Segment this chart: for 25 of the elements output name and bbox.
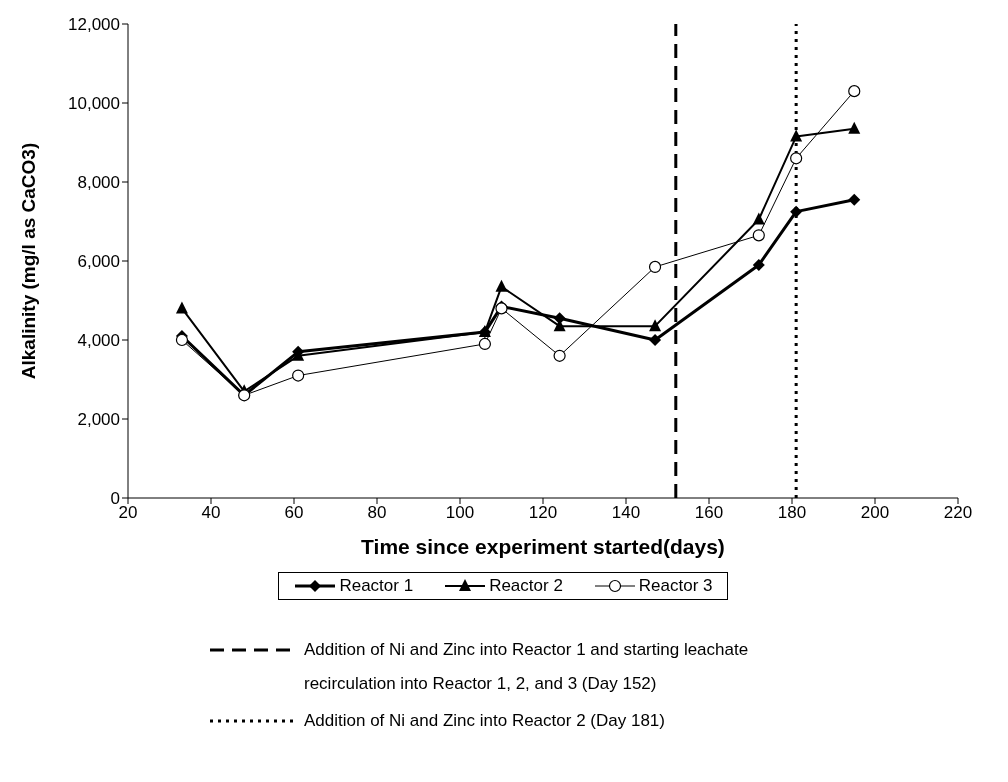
legend-label: Reactor 2 (489, 576, 563, 596)
x-tick-label: 180 (777, 503, 807, 523)
legend-label: Reactor 1 (339, 576, 414, 596)
legend-label: Reactor 3 (638, 576, 713, 596)
y-tick-label: 2,000 (77, 410, 120, 430)
y-tick-label: 4,000 (77, 331, 120, 351)
x-tick-label: 60 (284, 503, 304, 523)
y-tick-label: 10,000 (68, 94, 120, 114)
legend-label: Addition of Ni and Zinc into Reactor 2 (Day 181) (304, 710, 666, 732)
x-tick-label: 80 (367, 503, 387, 523)
x-tick-label: 40 (201, 503, 221, 523)
x-axis-title: Time since experiment started(days) (361, 535, 725, 558)
x-tick-label: 100 (445, 503, 475, 523)
y-axis-title: Alkalinity (mg/l as CaCO3) (17, 142, 39, 380)
x-tick-label: 20 (118, 503, 138, 523)
x-tick-label: 220 (943, 503, 973, 523)
x-tick-label: 160 (694, 503, 724, 523)
x-tick-label: 200 (860, 503, 890, 523)
y-tick-label: 8,000 (77, 173, 120, 193)
x-tick-label: 140 (611, 503, 641, 523)
y-tick-label: 12,000 (68, 15, 120, 35)
x-tick-label: 120 (528, 503, 558, 523)
y-tick-label: 0 (110, 489, 120, 509)
legend-label: Addition of Ni and Zinc into Reactor 1 and starting leachate recirculation into Reactor 1, 2, and 3 (Day 152) (304, 639, 750, 695)
y-tick-label: 6,000 (77, 252, 120, 272)
